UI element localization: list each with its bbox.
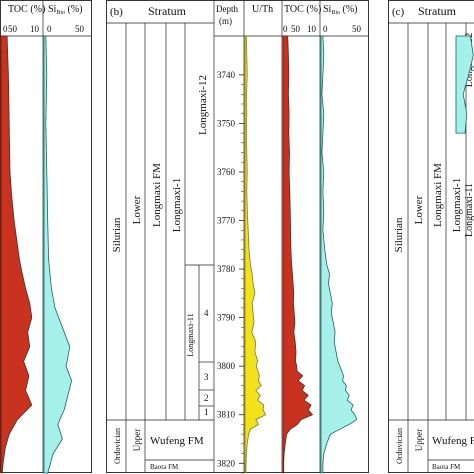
stratum-base-baota: Baota FM	[150, 463, 179, 471]
panel-b-toc-tick-1: 50	[291, 24, 301, 34]
panel-a-si-header-unit: (%)	[65, 4, 83, 15]
c-stratum-formation-wufeng: Wufeng FM	[432, 435, 474, 447]
stratum-submember-longmaxi-12: Longmaxi-12	[197, 75, 209, 135]
depth-tick-label-5: 3790	[217, 313, 236, 323]
c-stratum-member-longmaxi-1: Longmaxi-1	[451, 178, 463, 232]
depth-tick-label-8: 3820	[217, 458, 236, 468]
panel-b-si-tick-1: 50	[352, 24, 362, 34]
panel-c: (c) Stratum Silurian Lower Longmaxi FM L…	[388, 0, 474, 473]
panel-b-si-tick-0: 0	[323, 24, 328, 34]
panel-b-toc-header: TOC (%)	[284, 4, 321, 15]
panel-b-stratum-title: Stratum	[148, 4, 187, 18]
stratum-layer-3: 3	[204, 372, 209, 382]
c-stratum-submember-longmaxi-11: Longmaxi-11	[464, 183, 474, 237]
panel-b-toc-tick-2: 10	[307, 24, 317, 34]
depth-tick-label-4: 3780	[217, 264, 236, 274]
panel-b-depth-header: Depth	[216, 4, 238, 14]
panel-b-depth-unit: (m)	[219, 16, 232, 26]
depth-tick-label-0: 3740	[217, 70, 236, 80]
panel-b-frame	[106, 0, 369, 473]
panel-a-si-header: SiBio (%)	[48, 4, 83, 16]
depth-tick-label-2: 3760	[217, 167, 236, 177]
panel-a-si-curve	[43, 35, 73, 474]
stratum-submember-longmaxi-11: Longmaxi-11	[186, 313, 195, 356]
panel-b-si-header-unit: (%)	[340, 4, 358, 15]
stratum-layer-4: 4	[204, 308, 209, 318]
panel-a-toc-tick-0: 0	[3, 24, 8, 34]
c-stratum-system-silurian: Silurian	[393, 217, 405, 252]
panel-b-toc-tick-0: 0	[283, 24, 288, 34]
stratum-layer-1: 1	[204, 407, 209, 417]
panel-a-toc-curve	[0, 35, 33, 474]
panel-b-si-curve	[320, 35, 358, 474]
panel-b-si-header-main: Si	[323, 4, 332, 15]
panel-a: TOC (%) SiBio (%) 0 50 10 0 50	[0, 0, 92, 474]
c-stratum-formation-longmaxi: Longmaxi FM	[432, 163, 444, 227]
panel-b-uth-curve	[244, 35, 267, 474]
c-stratum-system-ordovician: Ordovician	[395, 428, 404, 464]
stratum-series-lower: Lower	[131, 195, 143, 224]
depth-tick-label-6: 3800	[217, 361, 236, 371]
panel-b-si-header: SiBio (%)	[323, 4, 358, 16]
panel-c-si-curve	[455, 35, 474, 134]
panel-b-label: (b)	[110, 6, 123, 18]
depth-tick-label-3: 3770	[217, 216, 236, 226]
panel-c-frame	[388, 0, 474, 473]
panel-b-toc-curve	[282, 35, 314, 474]
c-stratum-base-baota: Baota FM	[432, 463, 461, 471]
depth-axis: 3740 3750 3760 3770 3780 3790 3800 3810 3820	[217, 70, 244, 474]
panel-a-toc-header: TOC (%)	[8, 4, 45, 15]
panel-a-toc-tick-1: 50	[8, 24, 18, 34]
panel-a-toc-tick-2: 10	[30, 24, 40, 34]
panel-a-si-header-main: Si	[48, 4, 57, 15]
panel-c-label: (c)	[392, 6, 405, 18]
depth-tick-label-7: 3810	[217, 410, 236, 420]
stratum-system-silurian: Silurian	[111, 217, 123, 252]
stratum-member-longmaxi-1: Longmaxi-1	[171, 178, 183, 232]
stratum-series-upper: Upper	[132, 429, 142, 452]
c-stratum-series-lower: Lower	[413, 195, 425, 224]
panel-b: (b) Stratum Depth (m) Silurian Lower Lon…	[106, 0, 369, 474]
stratum-layer-2: 2	[204, 393, 209, 403]
stratum-formation-longmaxi: Longmaxi FM	[151, 163, 163, 227]
panel-b-si-header-sub: Bio	[331, 10, 340, 16]
panel-a-si-tick-0: 0	[47, 24, 52, 34]
panel-a-si-tick-1: 50	[75, 24, 85, 34]
stratum-formation-wufeng: Wufeng FM	[150, 435, 204, 447]
stratum-system-ordovician: Ordovician	[113, 428, 122, 464]
panel-c-stratum-title: Stratum	[418, 4, 457, 18]
c-stratum-series-upper: Upper	[414, 429, 424, 452]
depth-tick-label-1: 3750	[217, 118, 236, 128]
panel-b-uth-header: U/Th	[252, 4, 273, 15]
panel-a-si-header-sub: Bio	[56, 10, 65, 16]
